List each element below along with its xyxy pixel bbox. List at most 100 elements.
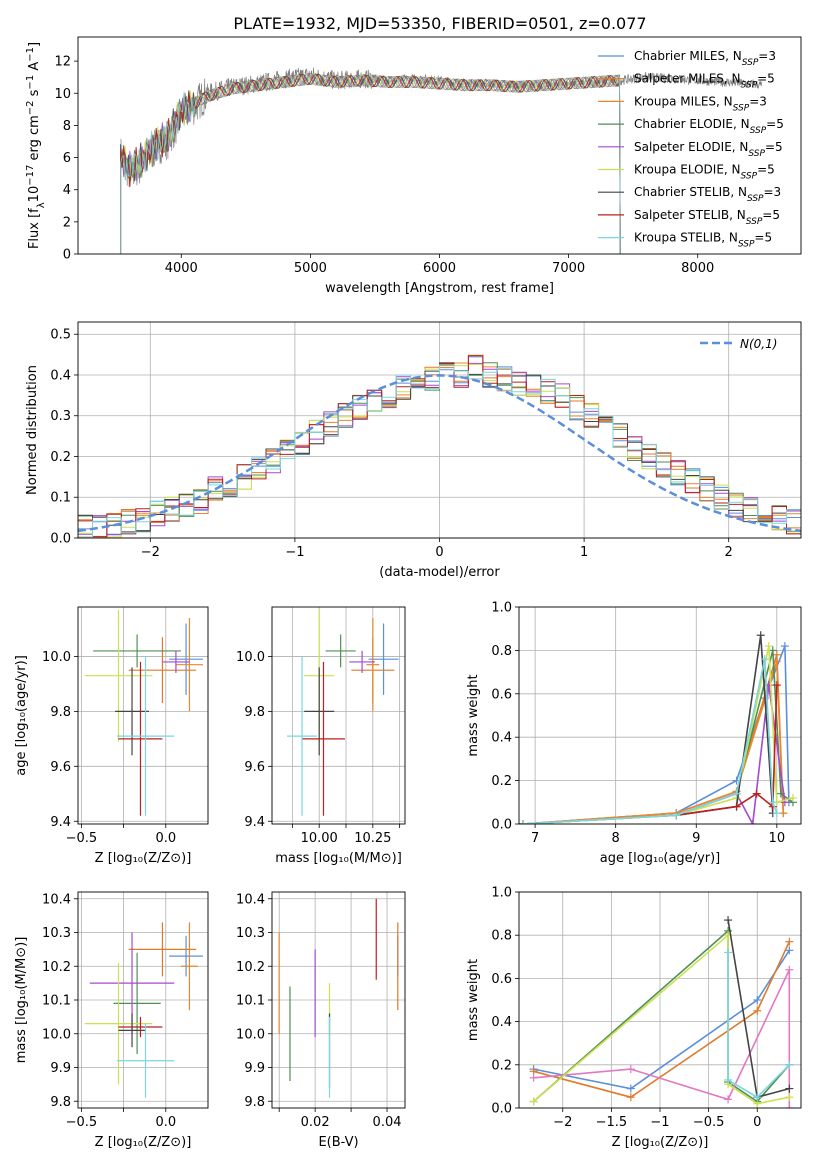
weight-vs-Z-ylabel: mass weight <box>466 959 481 1041</box>
y-tick-label: 8 <box>63 119 71 134</box>
y-tick-label: 0.2 <box>50 450 71 465</box>
y-tick-label: 10.2 <box>236 960 265 975</box>
legend-label: Salpeter MILES, NSSP=5 <box>634 72 775 91</box>
ylabel-part: −17 <box>25 165 36 186</box>
age-vs-mass-errorbars <box>287 609 399 816</box>
x-tick-label: −0.5 <box>66 1115 98 1130</box>
legend-sub: SSP <box>750 126 767 136</box>
gaussian-legend-label: N(0,1) <box>740 337 777 351</box>
legend-value: =5 <box>762 208 780 222</box>
spectrum-xlabel: wavelength [Angstrom, rest frame] <box>325 281 554 296</box>
age-vs-mass-xlabel: mass [log₁₀(M/M⊙)] <box>275 851 402 866</box>
y-tick-label: 9.6 <box>244 760 265 775</box>
age-vs-Z-xlabel: Z [log₁₀(Z/Z⊙)] <box>95 851 192 866</box>
model-spectrum-line <box>120 73 621 254</box>
ylabel-part: 10 <box>27 186 42 203</box>
age-vs-Z-errorbars <box>84 609 203 816</box>
mass-vs-EBV-errorbars <box>278 898 399 1098</box>
x-tick-label: 0.0 <box>155 1115 176 1130</box>
legend-sub: SSP <box>741 81 758 91</box>
weight-vs-Z-frame <box>518 891 802 1109</box>
y-tick-label: 10.0 <box>42 1027 71 1042</box>
x-tick-label: 2 <box>725 545 733 560</box>
spectrum-lines <box>120 67 763 254</box>
legend-sub: SSP <box>738 240 755 250</box>
y-tick-label: 9.4 <box>50 815 71 830</box>
legend-name: Chabrier ELODIE, N <box>634 117 750 131</box>
legend-label: Kroupa STELIB, NSSP=5 <box>634 231 772 250</box>
model-spectrum-line <box>120 73 621 254</box>
x-tick-label: −1 <box>285 545 304 560</box>
mass-vs-Z-frame <box>77 891 209 1109</box>
x-tick-label: 10.25 <box>354 831 391 846</box>
x-tick-label: 10.00 <box>301 831 338 846</box>
x-tick-label: 7000 <box>552 261 585 276</box>
y-tick-label: 0.6 <box>491 972 512 987</box>
x-tick-label: 6000 <box>423 261 456 276</box>
x-tick-label: −0.5 <box>66 831 98 846</box>
weight-vs-age-xlabel: age [log₁₀(age/yr)] <box>600 851 721 866</box>
legend-sub: SSP <box>742 58 759 68</box>
y-tick-label: 10.0 <box>236 1027 265 1042</box>
residuals-axes: −2 −1 0 1 2 0.0 0.1 0.2 0.3 0.4 0.5 <box>50 322 801 560</box>
x-tick-label: 9 <box>692 831 700 846</box>
y-tick-label: 4 <box>63 183 71 198</box>
x-tick-label: 0 <box>753 1115 761 1130</box>
legend-value: =3 <box>749 94 767 108</box>
ylabel-part: ] <box>27 42 42 47</box>
y-tick-label: 10.2 <box>42 960 71 975</box>
spectrum-axes: 4000 5000 6000 7000 8000 0 2 4 6 8 10 12 <box>54 55 714 276</box>
legend-label: Chabrier STELIB, NSSP=3 <box>634 185 781 204</box>
mass-vs-Z-axes: −0.5 0.0 9.8 9.9 10.0 10.1 10.2 10.3 10.4 <box>42 892 208 1130</box>
weight-line <box>727 952 790 1099</box>
y-tick-label: 9.9 <box>50 1061 71 1076</box>
y-tick-label: 6 <box>63 151 71 166</box>
residuals-ylabel: Normed distribution <box>25 365 40 495</box>
residuals-xlabel: (data-model)/error <box>379 565 500 580</box>
figure-title: PLATE=1932, MJD=53350, FIBERID=0501, z=0… <box>233 14 646 33</box>
legend-name: Chabrier STELIB, N <box>634 185 747 199</box>
y-tick-label: 0.4 <box>491 731 512 746</box>
y-tick-label: 10 <box>54 87 71 102</box>
y-tick-label: 10.0 <box>42 650 71 665</box>
x-tick-label: 0.02 <box>301 1115 330 1130</box>
x-tick-label: −0.5 <box>693 1115 725 1130</box>
legend-label: Kroupa MILES, NSSP=3 <box>634 94 767 113</box>
y-tick-label: 9.9 <box>244 1061 265 1076</box>
y-tick-label: 0.0 <box>491 1102 512 1117</box>
x-tick-label: 0 <box>435 545 443 560</box>
y-tick-label: 10.4 <box>236 892 265 907</box>
y-tick-label: 10.3 <box>42 926 71 941</box>
legend-sub: SSP <box>748 149 765 159</box>
ylabel-part: s <box>27 89 42 100</box>
x-tick-label: −2 <box>141 545 160 560</box>
weight-vs-age-lines <box>519 631 797 824</box>
legend-name: Kroupa ELODIE, N <box>634 163 741 177</box>
legend-name: Salpeter MILES, N <box>634 72 741 86</box>
x-tick-label: −2 <box>553 1115 572 1130</box>
legend-sub: SSP <box>746 217 763 227</box>
age-vs-mass-frame <box>271 606 406 825</box>
y-tick-label: 1.0 <box>491 886 512 901</box>
x-tick-label: −1.5 <box>596 1115 628 1130</box>
y-tick-label: 0.2 <box>491 1058 512 1073</box>
spectrum-frame <box>77 36 802 255</box>
y-tick-label: 9.6 <box>50 760 71 775</box>
weight-vs-Z-xlabel: Z [log₁₀(Z/Z⊙)] <box>612 1135 709 1150</box>
legend-value: =5 <box>757 72 775 86</box>
spectrum-ylabel: Flux [fλ10−17 erg cm−2 s−1 A−1] <box>25 42 47 249</box>
mass-vs-EBV-xlabel: E(B-V) <box>318 1135 358 1150</box>
y-tick-label: 0.4 <box>491 1015 512 1030</box>
weight-line <box>522 658 778 824</box>
y-tick-label: 9.8 <box>244 705 265 720</box>
x-tick-label: 1 <box>580 545 588 560</box>
age-vs-mass-axes: 10.00 10.25 9.4 9.6 9.8 10.0 <box>236 607 405 846</box>
model-spectrum-line <box>120 73 621 254</box>
legend-value: =5 <box>757 163 775 177</box>
legend-name: Kroupa STELIB, N <box>634 231 738 245</box>
mass-vs-Z-ylabel: mass [log₁₀(M/M⊙)] <box>14 937 29 1064</box>
weight-vs-Z-lines <box>529 916 794 1108</box>
ylabel-part: −2 <box>25 100 36 115</box>
y-tick-label: 0.6 <box>491 687 512 702</box>
legend-label: Kroupa ELODIE, NSSP=5 <box>634 163 775 182</box>
